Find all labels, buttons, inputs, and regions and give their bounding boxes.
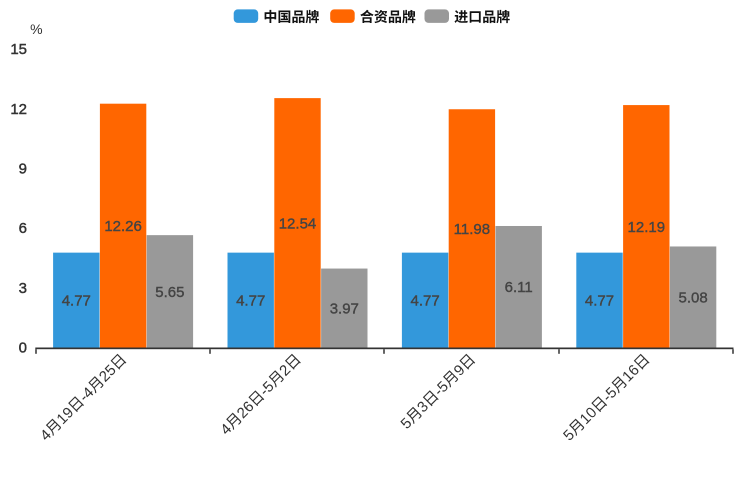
svg-text:11.98: 11.98: [454, 221, 490, 238]
svg-text:12: 12: [10, 101, 27, 118]
svg-text:6: 6: [19, 220, 27, 237]
svg-text:4.77: 4.77: [62, 293, 91, 310]
svg-text:3: 3: [19, 280, 27, 297]
svg-text:12.26: 12.26: [104, 218, 142, 235]
svg-text:4.77: 4.77: [410, 293, 439, 310]
svg-text:5.08: 5.08: [678, 290, 707, 307]
svg-text:3.97: 3.97: [330, 301, 359, 318]
svg-text:9: 9: [19, 161, 27, 178]
svg-text:%: %: [30, 21, 42, 37]
svg-text:15: 15: [10, 41, 27, 58]
svg-text:5.65: 5.65: [155, 284, 184, 301]
svg-text:4.77: 4.77: [236, 293, 265, 310]
svg-text:4.77: 4.77: [585, 293, 614, 310]
svg-text:0: 0: [19, 340, 27, 357]
svg-text:12.19: 12.19: [628, 219, 666, 236]
svg-text:12.54: 12.54: [279, 215, 317, 232]
svg-text:6.11: 6.11: [505, 279, 533, 296]
